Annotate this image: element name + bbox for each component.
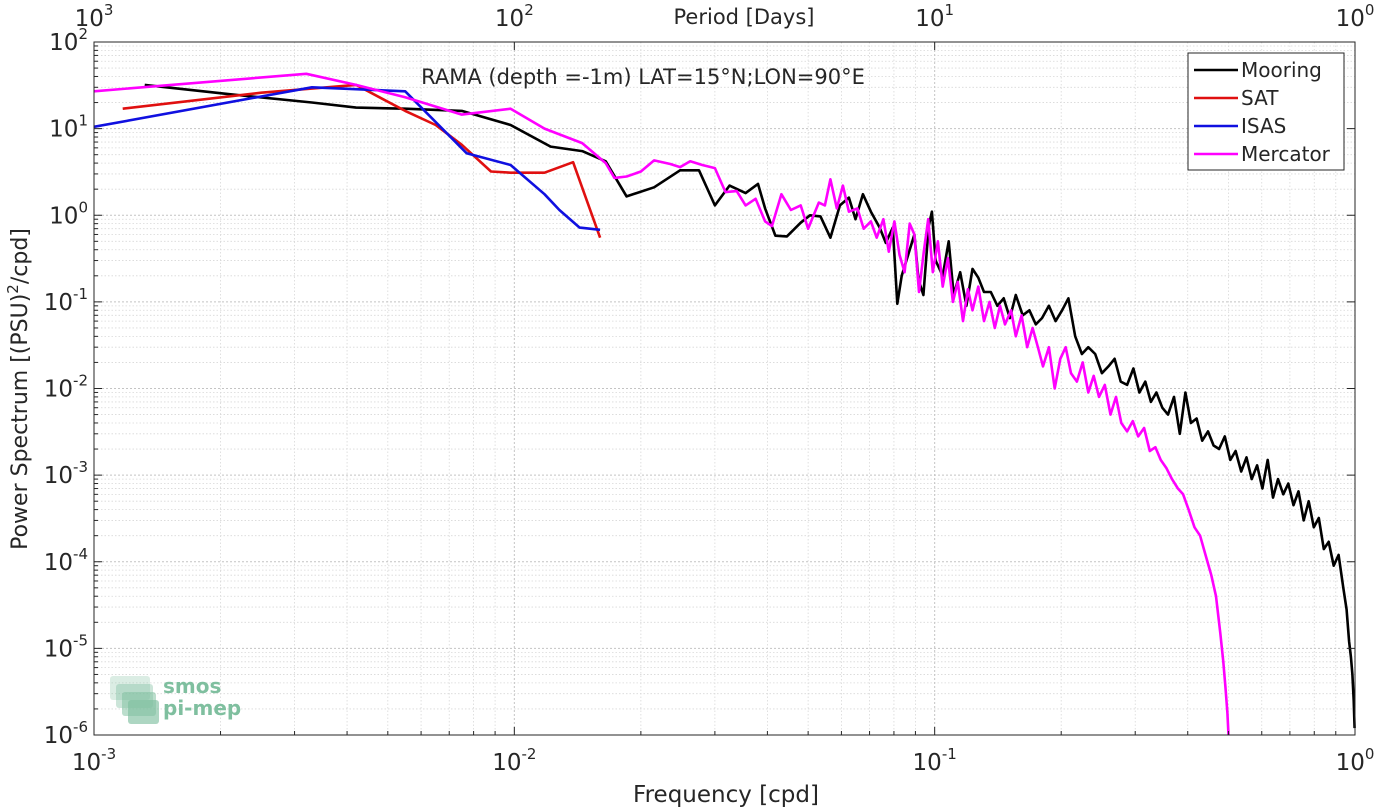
y-tick-label: 10-3 (44, 458, 88, 489)
y-tick-label-exponent: -1 (73, 285, 88, 303)
top-tick-label-exponent: 3 (104, 1, 114, 19)
y-tick-label-base: 10 (49, 117, 78, 143)
x-tick-label: 10-3 (72, 745, 116, 776)
top-tick-label-base: 10 (915, 6, 944, 32)
x-tick-label-exponent: -2 (521, 745, 536, 763)
y-tick-label-exponent: -5 (73, 631, 88, 649)
logo-text-pi-mep: pi-mep (163, 696, 241, 720)
top-tick-label-exponent: 2 (524, 1, 534, 19)
y-tick-label: 102 (49, 25, 88, 56)
top-axis-label: Period [Days] (674, 5, 815, 29)
x-tick-label-base: 10 (913, 750, 942, 776)
y-tick-label: 10-6 (44, 718, 88, 749)
x-tick-label-base: 10 (492, 750, 521, 776)
y-axis-label: Power Spectrum [(PSU)2/cpd] (4, 228, 33, 550)
x-tick-label-exponent: -1 (942, 745, 957, 763)
series-line-mercator (93, 72, 1230, 736)
legend-label-sat: SAT (1241, 86, 1279, 110)
y-tick-label-exponent: 0 (78, 198, 88, 216)
x-tick-label: 10-2 (492, 745, 536, 776)
y-tick-label-exponent: -6 (73, 718, 88, 736)
y-tick-label-base: 10 (44, 463, 73, 489)
x-tick-label-exponent: 0 (1365, 745, 1375, 763)
y-tick-label-exponent: 1 (78, 112, 88, 130)
y-tick-label-base: 10 (44, 290, 73, 316)
x-tick-label: 10-1 (913, 745, 957, 776)
axis-ticks (93, 41, 1356, 736)
top-tick-label: 100 (1336, 1, 1375, 32)
y-axis-label-superscript: 2 (4, 284, 22, 294)
y-tick-label-base: 10 (44, 636, 73, 662)
legend-box (1187, 52, 1345, 171)
legend-label-isas: ISAS (1241, 114, 1286, 138)
y-tick-label-base: 10 (44, 723, 73, 749)
y-tick-label-base: 10 (49, 30, 78, 56)
y-tick-label: 101 (49, 112, 88, 143)
y-axis-label-tail: /cpd] (8, 228, 33, 284)
top-tick-label: 101 (915, 1, 954, 32)
chart-title: RAMA (depth =-1m) LAT=15°N;LON=90°E (421, 65, 865, 89)
top-tick-label-exponent: 0 (1365, 1, 1375, 19)
y-axis-label-main: Power Spectrum [(PSU) (8, 294, 33, 550)
x-tick-label-exponent: -3 (101, 745, 116, 763)
legend-label-mooring: Mooring (1241, 58, 1322, 82)
y-tick-label: 10-4 (44, 545, 88, 576)
top-tick-label-base: 10 (75, 6, 104, 32)
major-grid (93, 41, 1356, 736)
top-tick-label-base: 10 (495, 6, 524, 32)
x-tick-label-base: 10 (72, 750, 101, 776)
series-lines (93, 72, 1356, 736)
minor-grid (94, 42, 1355, 735)
y-tick-label: 10-2 (44, 372, 88, 403)
top-tick-label-exponent: 1 (945, 1, 955, 19)
legend-label-mercator: Mercator (1241, 142, 1331, 166)
top-tick-label: 102 (495, 1, 534, 32)
logo-wave-shape (128, 700, 159, 724)
x-axis-label: Frequency [cpd] (633, 782, 819, 808)
y-tick-label-base: 10 (44, 377, 73, 403)
y-tick-label-exponent: -4 (73, 545, 88, 563)
y-tick-label: 100 (49, 198, 88, 229)
y-tick-label-exponent: 2 (78, 25, 88, 43)
logo-text-smos: smos (163, 674, 221, 698)
x-tick-label-base: 10 (1336, 750, 1365, 776)
y-tick-label-exponent: -3 (73, 458, 88, 476)
top-tick-label-base: 10 (1336, 6, 1365, 32)
series-line-isas (93, 86, 601, 232)
series-line-mooring (144, 83, 1356, 729)
y-tick-label-base: 10 (44, 550, 73, 576)
y-tick-label: 10-5 (44, 631, 88, 662)
x-tick-label: 100 (1336, 745, 1375, 776)
y-tick-label-exponent: -2 (73, 372, 88, 390)
legend: Mooring SAT ISAS Mercator (1187, 52, 1345, 171)
y-tick-label-base: 10 (49, 203, 78, 229)
top-tick-label: 103 (75, 1, 114, 32)
y-tick-label: 10-1 (44, 285, 88, 316)
